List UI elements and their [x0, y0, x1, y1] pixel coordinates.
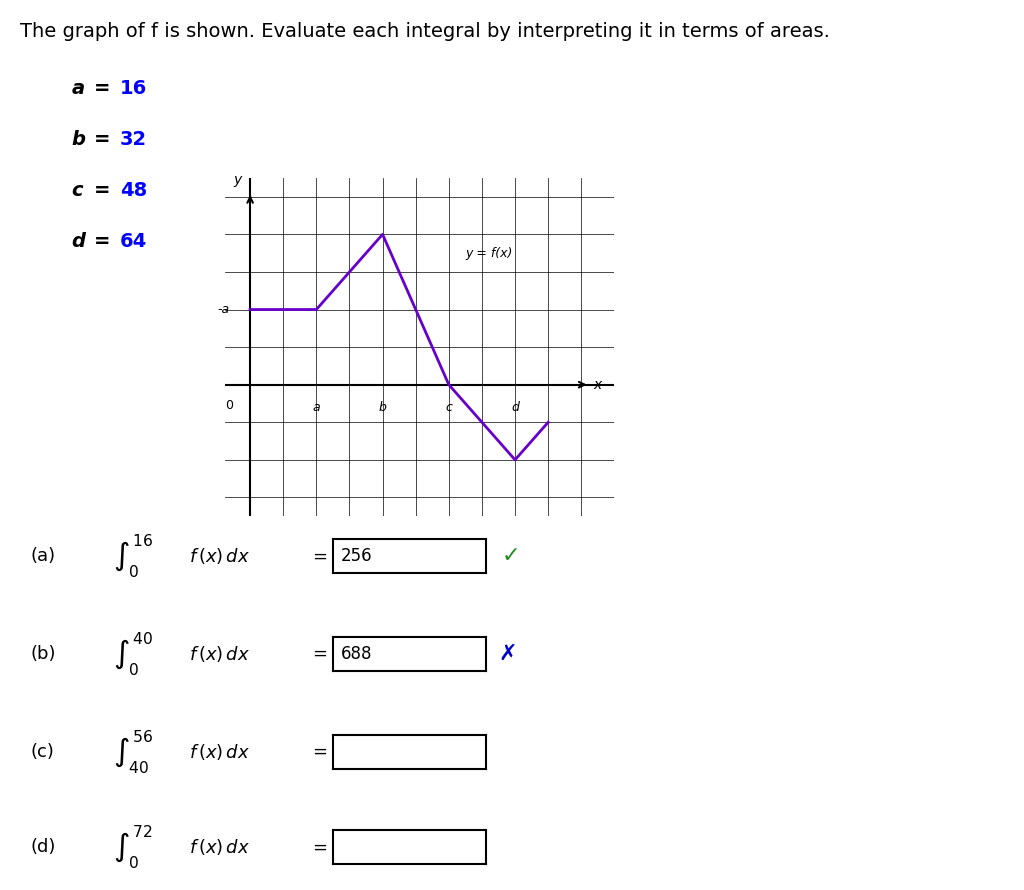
Text: 64: 64	[120, 231, 147, 251]
Text: ✓: ✓	[502, 546, 520, 566]
Text: c: c	[445, 401, 453, 414]
Text: =: =	[94, 79, 118, 99]
Text: $f\,(x)\,dx$: $f\,(x)\,dx$	[189, 546, 251, 566]
Text: =: =	[312, 547, 328, 565]
Text: (d): (d)	[31, 838, 56, 856]
Text: =: =	[94, 181, 118, 200]
Text: (a): (a)	[31, 547, 56, 565]
Text: =: =	[94, 130, 118, 150]
Text: -a: -a	[217, 303, 229, 316]
Text: (b): (b)	[31, 645, 56, 663]
Text: 688: 688	[341, 645, 373, 663]
Text: 48: 48	[120, 181, 147, 200]
Text: $\int_{0}^{16}$: $\int_{0}^{16}$	[113, 532, 153, 580]
Text: $f\,(x)\,dx$: $f\,(x)\,dx$	[189, 837, 251, 857]
Text: $\int_{0}^{72}$: $\int_{0}^{72}$	[113, 823, 153, 871]
Text: $f\,(x)\,dx$: $f\,(x)\,dx$	[189, 644, 251, 664]
Text: The graph of f is shown. Evaluate each integral by interpreting it in terms of a: The graph of f is shown. Evaluate each i…	[20, 22, 830, 41]
Text: $\int_{0}^{40}$: $\int_{0}^{40}$	[113, 630, 153, 678]
Text: 256: 256	[341, 547, 373, 565]
Text: $f\,(x)\,dx$: $f\,(x)\,dx$	[189, 742, 251, 762]
Text: (c): (c)	[31, 743, 54, 761]
Text: d: d	[511, 401, 519, 414]
Text: =: =	[312, 743, 328, 761]
Text: a: a	[72, 79, 91, 99]
Text: a: a	[312, 401, 321, 414]
Text: y = f(x): y = f(x)	[465, 247, 513, 260]
Text: b: b	[72, 130, 92, 150]
Text: ✗: ✗	[499, 644, 517, 664]
Text: =: =	[94, 231, 118, 251]
Text: 0: 0	[225, 399, 233, 412]
Text: c: c	[72, 181, 90, 200]
Text: d: d	[72, 231, 92, 251]
Text: 32: 32	[120, 130, 146, 150]
Text: =: =	[312, 838, 328, 856]
Text: y: y	[233, 174, 242, 188]
Text: $\int_{40}^{56}$: $\int_{40}^{56}$	[113, 728, 153, 776]
Text: =: =	[312, 645, 328, 663]
Text: b: b	[379, 401, 386, 414]
Text: 16: 16	[120, 79, 147, 99]
Text: x: x	[594, 377, 602, 392]
